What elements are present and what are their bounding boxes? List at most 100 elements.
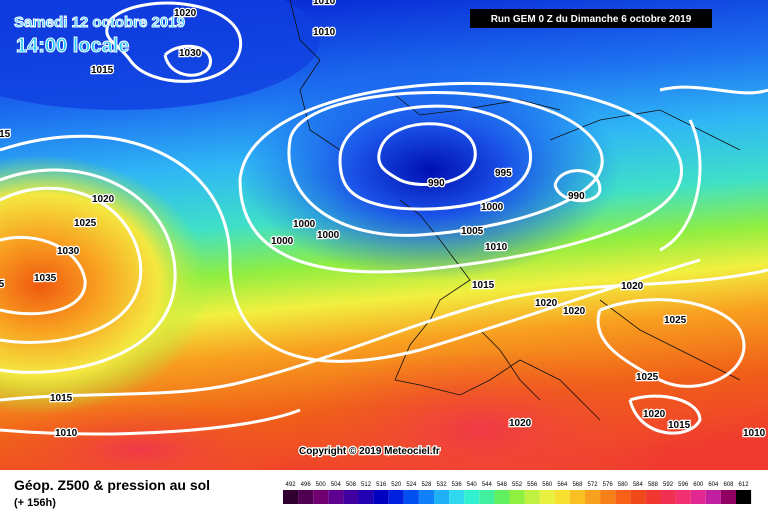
color-scale: 492 496 500 504 508 512 516 520 524 528 532 536 540 5… xyxy=(283,482,752,504)
isobar-label: 1030 xyxy=(179,48,202,59)
isobar-labels: 1010 1020 1010 1030 1015 1015 990 995 990 1000 102… xyxy=(0,0,767,440)
run-box xyxy=(470,9,712,28)
scale-label: 532 xyxy=(437,482,448,488)
scale-label: 560 xyxy=(542,482,553,488)
scale-label: 580 xyxy=(618,482,629,488)
isobar-label: 1010 xyxy=(313,27,336,38)
scale-label: 520 xyxy=(391,482,402,488)
scale-swatch xyxy=(524,490,540,504)
scale-label: 516 xyxy=(376,482,387,488)
scale-swatch xyxy=(358,490,374,504)
scale-label: 596 xyxy=(678,482,689,488)
scale-swatch xyxy=(736,490,752,504)
legend-title: Géop. Z500 & pression au sol xyxy=(14,477,210,493)
isobar-label: 1000 xyxy=(317,230,340,241)
isobar-label: 1000 xyxy=(293,219,316,230)
isobar-label: 1025 xyxy=(74,218,97,229)
scale-swatch xyxy=(313,490,329,504)
scale-swatch xyxy=(479,490,495,504)
isobar-label: 1005 xyxy=(461,226,484,237)
scale-label: 496 xyxy=(301,482,312,488)
scale-swatch xyxy=(298,490,314,504)
scale-label: 504 xyxy=(331,482,342,488)
isobar-label: 1035 xyxy=(0,279,5,290)
scale-label: 556 xyxy=(527,482,538,488)
isobar-label: 990 xyxy=(568,191,585,202)
scale-swatch xyxy=(705,490,721,504)
isobar-label: 1000 xyxy=(481,202,504,213)
scale-label: 600 xyxy=(693,482,704,488)
scale-label: 564 xyxy=(557,482,568,488)
run-info: Run GEM 0 Z du Dimanche 6 octobre 2019 xyxy=(491,14,692,25)
scale-label: 548 xyxy=(497,482,508,488)
isobar-label: 1020 xyxy=(621,281,644,292)
scale-swatch xyxy=(660,490,676,504)
scale-swatch xyxy=(600,490,616,504)
scale-label: 568 xyxy=(572,482,583,488)
scale-swatch xyxy=(539,490,555,504)
isobar-label: 1035 xyxy=(34,273,57,284)
isobar-label: 1020 xyxy=(509,418,532,429)
valid-date: Samedi 12 octobre 2019 xyxy=(14,14,185,31)
isobar-label: 990 xyxy=(428,178,445,189)
scale-swatch xyxy=(554,490,570,504)
scale-swatch xyxy=(449,490,465,504)
scale-swatch xyxy=(464,490,480,504)
valid-time: 14:00 locale xyxy=(16,35,129,57)
scale-label: 540 xyxy=(467,482,478,488)
copyright: Copyright © 2019 Meteociel.fr xyxy=(299,446,440,457)
scale-label: 572 xyxy=(588,482,599,488)
isobar-label: 1015 xyxy=(668,420,691,431)
scale-label: 588 xyxy=(648,482,659,488)
scale-label: 576 xyxy=(603,482,614,488)
scale-swatch xyxy=(283,490,299,504)
scale-swatch xyxy=(494,490,510,504)
scale-swatch xyxy=(388,490,404,504)
scale-swatch xyxy=(630,490,646,504)
isobar-label: 1010 xyxy=(485,242,508,253)
scale-swatch xyxy=(569,490,585,504)
scale-label: 604 xyxy=(708,482,719,488)
scale-swatch xyxy=(690,490,706,504)
isobar-label: 995 xyxy=(495,168,512,179)
scale-swatch xyxy=(615,490,631,504)
isobar-label: 1020 xyxy=(174,8,197,19)
scale-label: 584 xyxy=(633,482,644,488)
isobar-label: 1020 xyxy=(92,194,115,205)
scale-swatch xyxy=(675,490,691,504)
scale-label: 608 xyxy=(723,482,734,488)
scale-label: 552 xyxy=(512,482,523,488)
isobar-label: 1010 xyxy=(743,428,766,439)
scale-swatch xyxy=(373,490,389,504)
scale-label: 544 xyxy=(482,482,493,488)
scale-label: 512 xyxy=(361,482,372,488)
scale-label: 524 xyxy=(406,482,417,488)
isobar-label: 1020 xyxy=(563,306,586,317)
isobar-label: 1020 xyxy=(643,409,666,420)
scale-label: 528 xyxy=(421,482,432,488)
isobar-label: 1000 xyxy=(271,236,294,247)
scale-swatch xyxy=(585,490,601,504)
isobar-label: 1015 xyxy=(91,65,114,76)
scale-swatch xyxy=(434,490,450,504)
scale-swatch xyxy=(328,490,344,504)
isobar-label: 1025 xyxy=(664,315,687,326)
scale-swatch xyxy=(645,490,661,504)
lead-time: (+ 156h) xyxy=(14,497,56,509)
scale-swatch xyxy=(509,490,525,504)
scale-swatch xyxy=(403,490,419,504)
scale-label: 592 xyxy=(663,482,674,488)
isobar-label: 1025 xyxy=(636,372,659,383)
scale-label: 500 xyxy=(316,482,327,488)
isobar-label: 1010 xyxy=(313,0,336,7)
scale-label: 508 xyxy=(346,482,357,488)
isobar-label: 1020 xyxy=(535,298,558,309)
scale-label: 536 xyxy=(452,482,463,488)
isobar-label: 1030 xyxy=(57,246,80,257)
isobar-label: 1015 xyxy=(50,393,73,404)
scale-label: 492 xyxy=(286,482,297,488)
isobar-label: 1015 xyxy=(0,129,11,140)
scale-swatch xyxy=(720,490,736,504)
